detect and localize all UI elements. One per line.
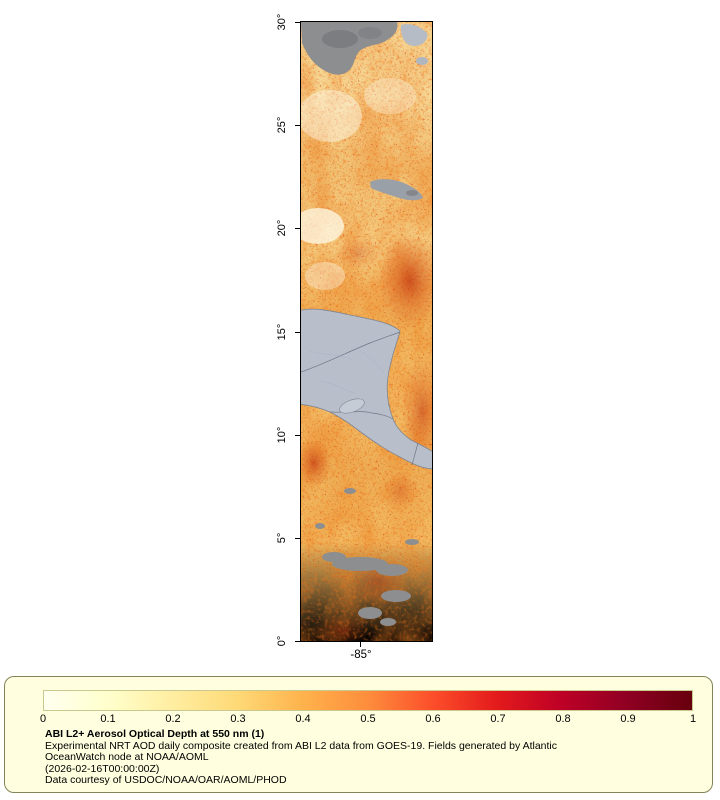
lon-axis: -85° — [300, 642, 433, 670]
landmass — [301, 308, 432, 470]
lat-tick-label: 0° — [276, 635, 288, 647]
colorbar-tick-label: 0.3 — [230, 713, 246, 725]
legend-panel: 0 0.1 0.2 0.3 0.4 0.5 0.6 0.7 0.8 0.9 1 ABI L2+ Ae… — [4, 676, 713, 793]
legend-credit: Data courtesy of USDOC/NOAA/OAR/AOML/PHO… — [45, 774, 287, 787]
colorbar-tick-label: 0.6 — [425, 713, 441, 725]
colorbar-tick-label: 0.7 — [490, 713, 506, 725]
lat-tick-label: 30° — [276, 13, 288, 31]
lat-axis: 30° 25° 20° 15° 10° 5° 0° — [262, 14, 300, 646]
map-frame — [300, 21, 433, 642]
lake — [339, 398, 365, 414]
colorbar-tick-label: 0.5 — [360, 713, 376, 725]
lat-tick-label: 25° — [276, 116, 288, 134]
island-detail — [406, 190, 418, 196]
colorbar-tick-label: 1 — [689, 713, 697, 725]
lat-tick-label: 20° — [276, 220, 288, 237]
legend-text: ABI L2+ Aerosol Optical Depth at 550 nm … — [45, 728, 558, 787]
legend-timestamp: (2026-02-16T00:00:00Z) — [45, 762, 160, 775]
legend-desc-line1: Experimental NRT AOD daily composite cre… — [45, 739, 558, 752]
cloud-no-data — [301, 22, 419, 626]
colorbar-tick-label: 0.4 — [295, 713, 311, 725]
thin-cloud-small — [416, 57, 428, 65]
colorbar-tick-label: 0.2 — [165, 713, 181, 725]
low-aod-zones — [301, 78, 416, 290]
colorbar-tick-label: 0 — [39, 713, 47, 725]
lat-tick-label: 10° — [276, 426, 288, 443]
lon-tick-mark — [360, 642, 361, 647]
lat-tick-mark — [295, 125, 300, 127]
legend-title: ABI L2+ Aerosol Optical Depth at 550 nm … — [45, 728, 265, 740]
map-raster — [301, 22, 432, 641]
lat-tick-mark — [295, 331, 300, 333]
lon-tick-label: -85° — [350, 649, 372, 661]
thin-cloud — [400, 24, 428, 46]
colorbar-tick-label: 0.1 — [100, 713, 116, 725]
colorbar — [43, 690, 693, 711]
colorbar-tick-label: 0.8 — [555, 713, 571, 725]
lat-tick-mark — [295, 22, 300, 23]
lat-tick-mark — [295, 228, 300, 230]
rivers — [309, 350, 385, 394]
lat-tick-label: 5° — [276, 532, 288, 544]
aod-map — [300, 21, 433, 642]
high-aod-hotspots — [301, 233, 432, 641]
colorbar-tick-label: 0.9 — [620, 713, 636, 725]
lat-tick-label: 15° — [276, 323, 288, 340]
colorbar-ticks: 0 0.1 0.2 0.3 0.4 0.5 0.6 0.7 0.8 0.9 1 — [39, 713, 697, 729]
legend-desc-line2: OceanWatch node at NOAA/AOML — [45, 751, 209, 764]
lat-tick-mark — [295, 434, 300, 436]
lat-tick-mark — [295, 537, 300, 539]
lat-tick-mark — [295, 641, 300, 642]
